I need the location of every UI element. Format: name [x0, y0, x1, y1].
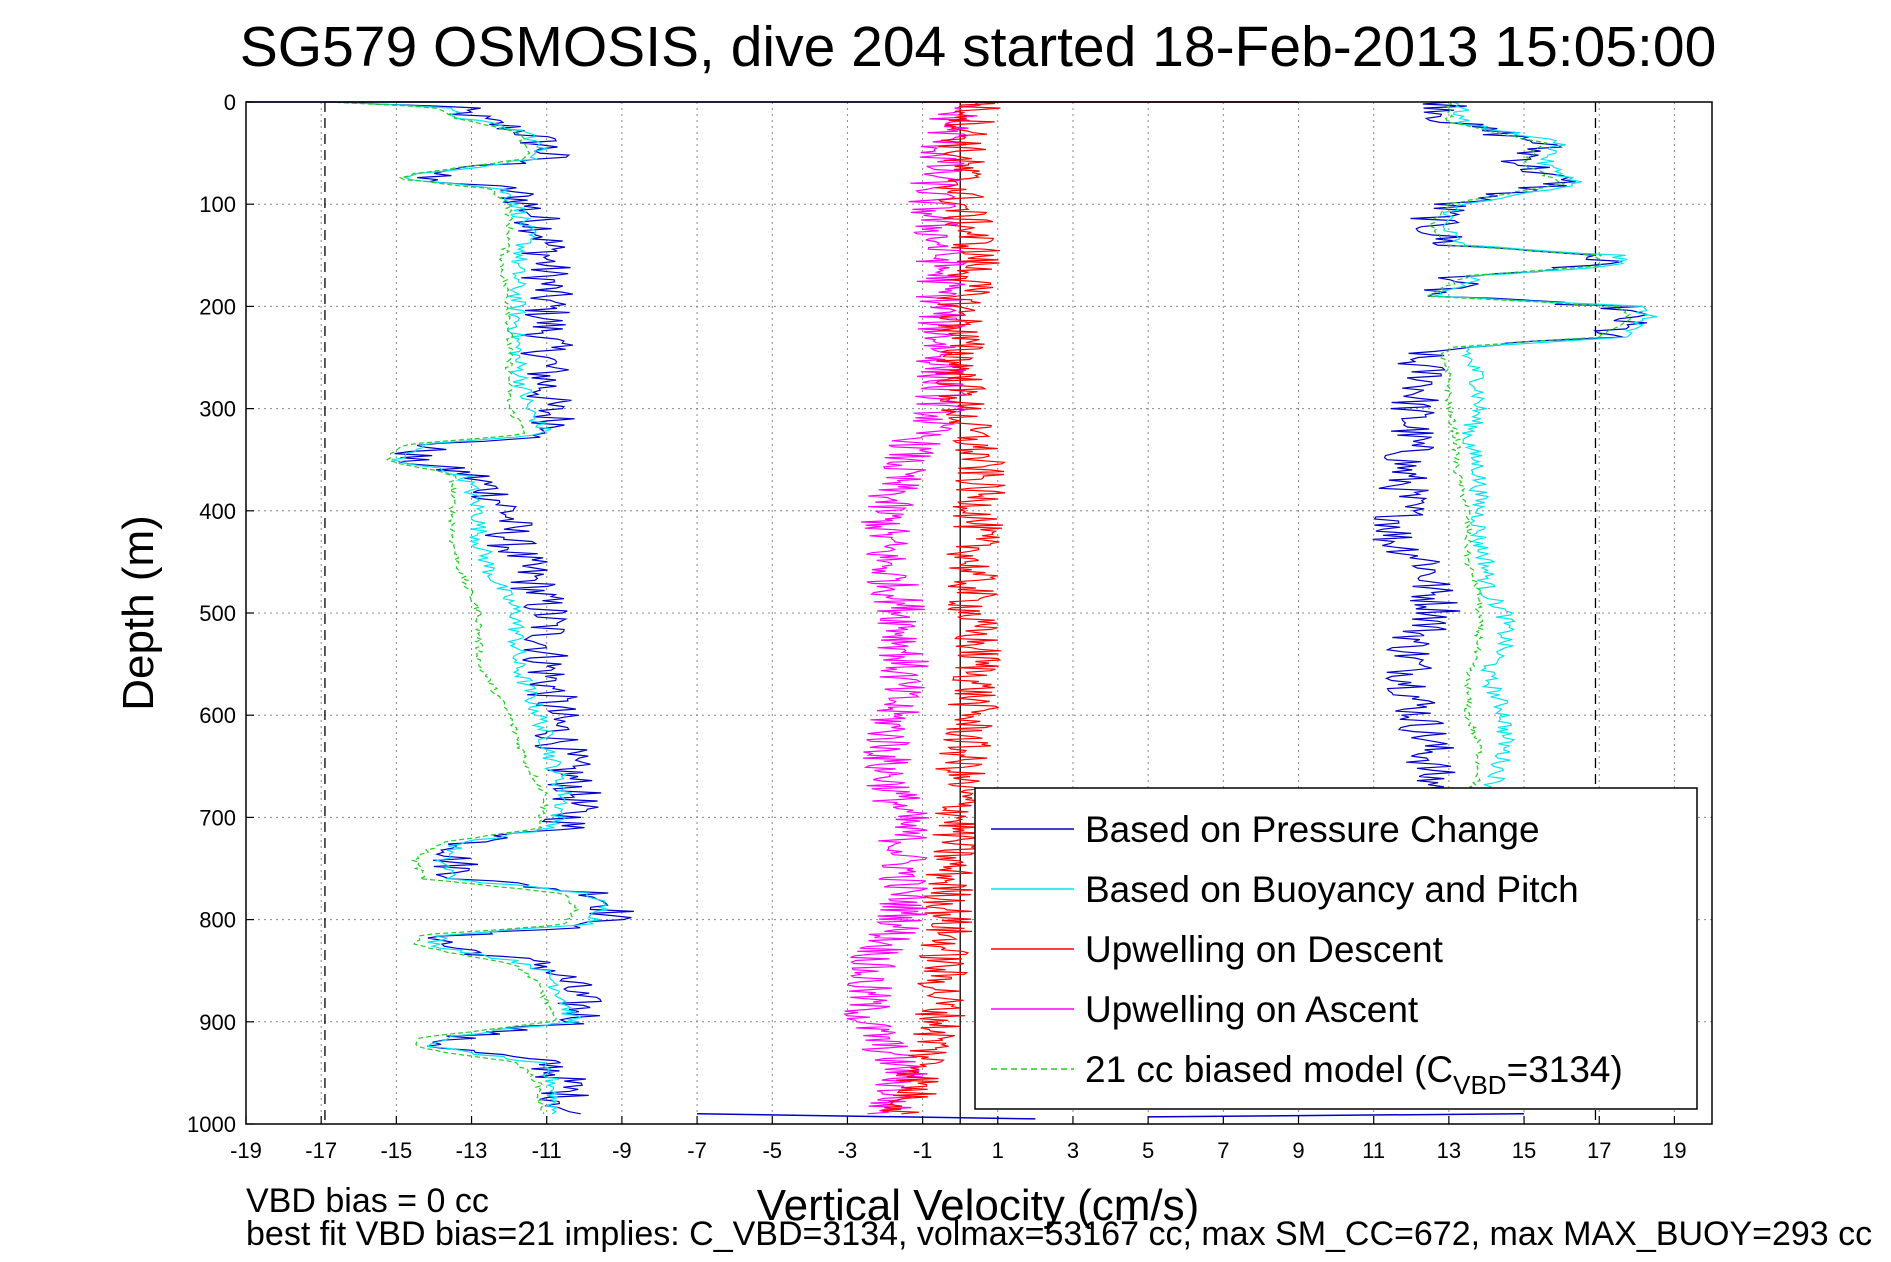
y-tick-label: 500 — [199, 601, 236, 626]
series-based-on-buoyancy-and-pitch-descent — [331, 101, 609, 1115]
series-21-cc-biased-model-descent — [327, 101, 581, 1114]
series-based-on-pressure-change-descent — [348, 101, 634, 1115]
legend-label: Based on Pressure Change — [1085, 809, 1540, 850]
x-tick-label: 17 — [1587, 1138, 1611, 1163]
x-tick-label: -7 — [687, 1138, 707, 1163]
x-tick-label: -19 — [230, 1138, 262, 1163]
x-tick-label: 5 — [1142, 1138, 1154, 1163]
legend-label: 21 cc biased model (CVBD=3134) — [1085, 1049, 1623, 1100]
x-tick-label: -17 — [305, 1138, 337, 1163]
y-tick-label: 100 — [199, 192, 236, 217]
y-tick-label: 600 — [199, 703, 236, 728]
chart-title: SG579 OSMOSIS, dive 204 started 18-Feb-2… — [240, 15, 1717, 79]
x-tick-label: -13 — [456, 1138, 488, 1163]
x-tick-label: -1 — [913, 1138, 933, 1163]
y-tick-label: 800 — [199, 908, 236, 933]
x-tick-label: -15 — [380, 1138, 412, 1163]
y-tick-label: 900 — [199, 1010, 236, 1035]
x-tick-label: 15 — [1512, 1138, 1536, 1163]
x-tick-label: -9 — [612, 1138, 632, 1163]
x-tick-label: -11 — [532, 1138, 562, 1163]
legend-label: Based on Buoyancy and Pitch — [1085, 869, 1579, 910]
x-axis-ticks: -19 -17 -15 -13 -11 -9 -7 -5 -3 -1 1 3 5 7 9 11 13 15 17 19 — [230, 1116, 1687, 1163]
footer-vbd-bias: VBD bias = 0 cc — [246, 1182, 489, 1220]
series-based-on-pressure-change-ascent — [1372, 101, 1648, 798]
y-axis-label: Depth (m) — [114, 515, 163, 711]
y-axis-ticks: 0 100 200 300 400 500 600 700 800 900 1000 — [187, 90, 254, 1137]
surface-spike — [1148, 1113, 1525, 1118]
surface-spike — [697, 1113, 1036, 1120]
series-21-cc-biased-model-ascent — [1426, 101, 1632, 798]
x-tick-label: -3 — [838, 1138, 858, 1163]
legend-box — [974, 787, 1698, 1110]
y-tick-label: 700 — [199, 805, 236, 830]
x-axis-label: Vertical Velocity (cm/s) — [757, 1181, 1200, 1230]
series-upwelling-on-ascent — [843, 101, 981, 1115]
x-tick-label: 3 — [1067, 1138, 1079, 1163]
y-tick-label: 300 — [199, 397, 236, 422]
y-tick-label: 200 — [199, 294, 236, 319]
series-based-on-buoyancy-and-pitch-ascent — [1433, 101, 1658, 798]
x-tick-label: 9 — [1292, 1138, 1304, 1163]
series-upwelling-on-descent — [881, 101, 1007, 1115]
y-tick-label: 400 — [199, 499, 236, 524]
x-tick-label: 7 — [1217, 1138, 1229, 1163]
x-tick-label: 13 — [1437, 1138, 1461, 1163]
legend: Based on Pressure Change Based on Buoyanc… — [974, 787, 1698, 1110]
legend-label: Upwelling on Descent — [1085, 929, 1444, 970]
x-tick-label: 11 — [1362, 1138, 1385, 1163]
y-tick-label: 0 — [224, 90, 236, 115]
x-tick-label: -5 — [762, 1138, 782, 1163]
y-tick-label: 1000 — [187, 1112, 236, 1137]
x-tick-label: 1 — [992, 1138, 1004, 1163]
x-tick-label: 19 — [1662, 1138, 1686, 1163]
footer-best-fit: best fit VBD bias=21 implies: C_VBD=3134… — [246, 1215, 1872, 1253]
legend-label: Upwelling on Ascent — [1085, 989, 1419, 1030]
